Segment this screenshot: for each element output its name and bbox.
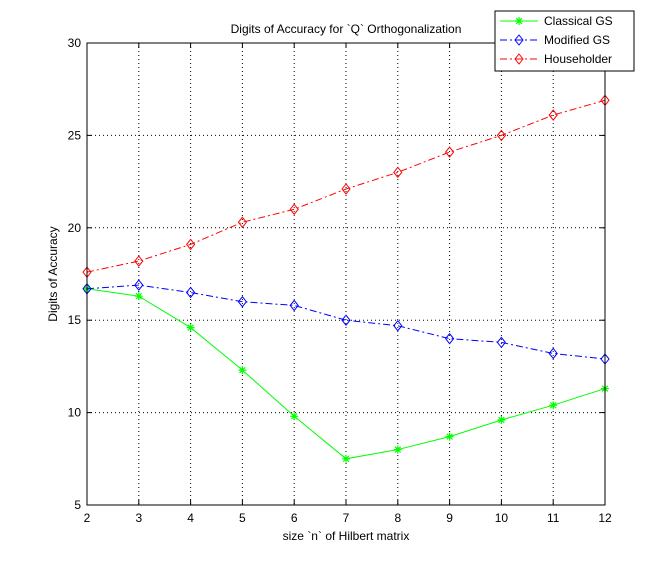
data-point xyxy=(444,332,455,345)
x-tick-label: 10 xyxy=(495,511,509,525)
chart-title: Digits of Accuracy for `Q` Orthogonaliza… xyxy=(231,22,462,36)
tick-marks: 2 3 4 5 6 7 8 9 10 11 12 5 10 15 20 25 30 xyxy=(68,36,612,525)
legend-label: Classical GS xyxy=(544,14,613,28)
data-point xyxy=(186,323,195,332)
data-point xyxy=(549,401,558,410)
data-point xyxy=(496,336,507,349)
x-tick-label: 11 xyxy=(547,511,560,525)
series-householder xyxy=(82,94,610,278)
data-point xyxy=(134,279,144,291)
data-point xyxy=(134,255,144,267)
series-line xyxy=(86,288,606,460)
series-line xyxy=(86,284,606,360)
legend-label: Modified GS xyxy=(544,33,610,47)
series-classical-gs xyxy=(83,284,609,463)
y-tick-label: 15 xyxy=(68,313,82,327)
legend-label: Householder xyxy=(544,52,612,66)
data-point xyxy=(290,412,299,421)
data-point xyxy=(237,216,248,229)
x-tick-label: 4 xyxy=(187,511,194,525)
y-tick-label: 30 xyxy=(68,36,82,50)
y-tick-label: 25 xyxy=(68,128,82,142)
data-point xyxy=(237,295,248,308)
x-tick-label: 9 xyxy=(446,511,453,525)
y-tick-label: 20 xyxy=(68,221,82,235)
x-tick-label: 12 xyxy=(598,511,612,525)
legend: Classical GS Modified GS Householder xyxy=(494,10,635,72)
data-point xyxy=(548,347,558,360)
legend-marker xyxy=(514,34,524,46)
data-point xyxy=(134,292,143,301)
data-point xyxy=(341,314,351,327)
data-point xyxy=(185,286,196,299)
legend-marker xyxy=(514,53,524,65)
y-axis-label: Digits of Accuracy xyxy=(46,226,60,321)
data-point xyxy=(444,146,455,158)
data-point xyxy=(238,366,247,375)
legend-box xyxy=(494,10,635,72)
data-point xyxy=(393,445,402,454)
legend-marker xyxy=(515,17,523,25)
grid-lines xyxy=(87,43,605,505)
y-tick-label: 10 xyxy=(68,406,82,420)
data-point xyxy=(342,454,350,463)
x-tick-label: 2 xyxy=(84,511,91,525)
x-tick-label: 6 xyxy=(291,511,298,525)
data-point xyxy=(185,238,196,251)
x-tick-label: 3 xyxy=(135,511,142,525)
data-point xyxy=(445,432,454,441)
y-tick-label: 5 xyxy=(74,498,81,512)
x-axis-label: size `n` of Hilbert matrix xyxy=(283,529,410,543)
x-tick-label: 5 xyxy=(239,511,246,525)
series-line xyxy=(86,99,606,273)
data-point xyxy=(341,183,351,195)
data-point xyxy=(548,109,558,121)
data-point xyxy=(497,415,506,424)
data-point xyxy=(496,129,507,142)
data-point xyxy=(393,319,403,332)
data-point xyxy=(289,299,299,312)
data-point xyxy=(393,166,403,179)
data-point xyxy=(289,203,299,216)
x-tick-label: 7 xyxy=(343,511,350,525)
x-tick-label: 8 xyxy=(394,511,401,525)
